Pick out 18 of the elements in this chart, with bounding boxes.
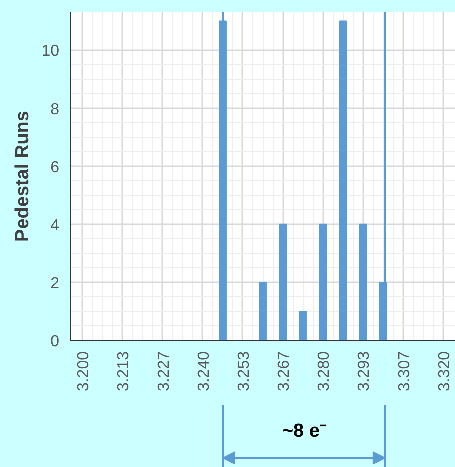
x-tick-label: 3.240 xyxy=(196,351,213,392)
y-tick-label: 8 xyxy=(50,101,60,118)
x-tick-label: 3.307 xyxy=(396,351,414,392)
x-tick-label: 3.280 xyxy=(316,351,334,392)
y-tick-label: 4 xyxy=(50,217,60,234)
x-tick-label: 3.267 xyxy=(276,351,294,392)
y-tick-label: 2 xyxy=(50,275,60,292)
x-tick-label: 3.200 xyxy=(76,351,93,392)
x-tick-label: 3.293 xyxy=(356,351,374,392)
y-tick-label: 6 xyxy=(50,159,60,176)
x-tick-label: 3.227 xyxy=(156,351,173,392)
y-tick-label: 0 xyxy=(50,334,60,350)
text: ~8 e⁻ xyxy=(282,421,327,442)
x-tick-label: 3.320 xyxy=(436,351,454,392)
x-tick-label: 3.253 xyxy=(236,351,253,392)
y-tick-label: 10 xyxy=(42,43,60,60)
y-axis-title: Pedestal Runs xyxy=(12,111,34,242)
x-tick-label: 3.213 xyxy=(116,351,133,392)
